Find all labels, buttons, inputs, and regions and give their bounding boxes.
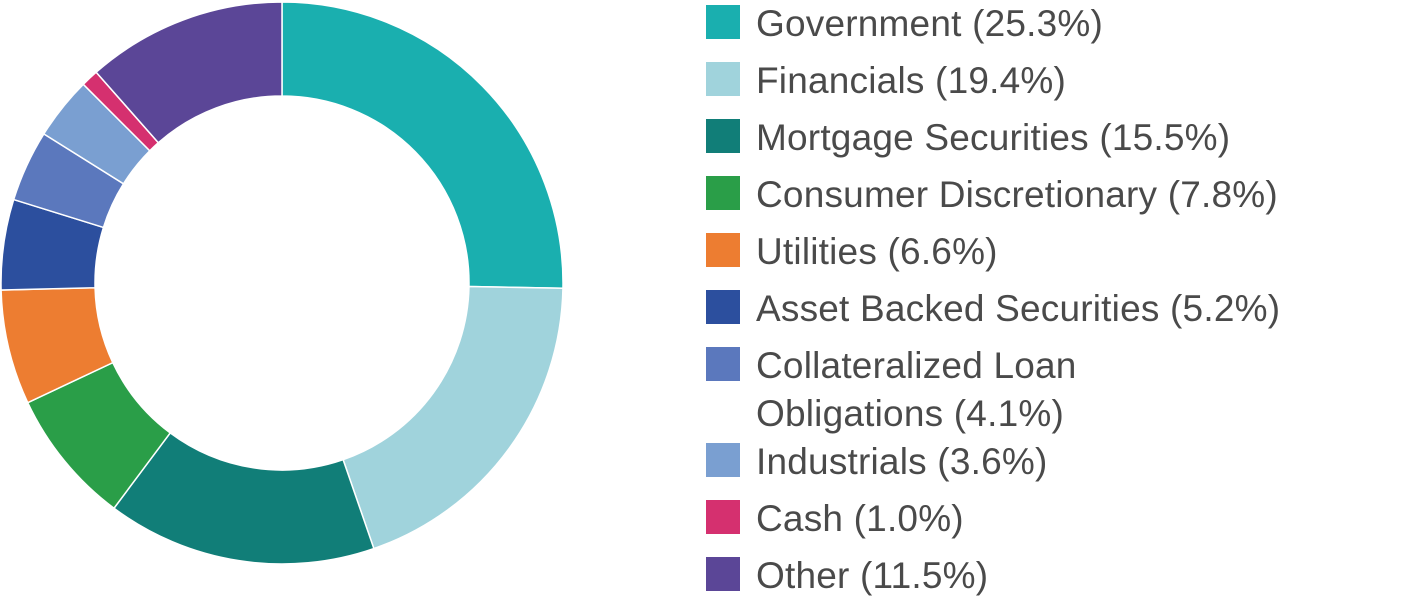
legend-label-financials: Financials (19.4%) — [756, 60, 1067, 101]
legend-label-industrials: Industrials (3.6%) — [756, 441, 1048, 482]
legend-label-mortgage-securities: Mortgage Securities (15.5%) — [756, 117, 1231, 158]
legend-swatch-cash — [706, 500, 740, 534]
legend-label-collateralized-loan-obligations: Collateralized Loan Obligations (4.1%) — [756, 345, 1077, 434]
legend-swatch-collateralized-loan-obligations — [706, 347, 740, 381]
legend-swatch-financials — [706, 62, 740, 96]
legend-label-cash: Cash (1.0%) — [756, 498, 964, 539]
legend-swatch-government — [706, 5, 740, 39]
legend-swatch-asset-backed-securities — [706, 290, 740, 324]
legend-label-other: Other (11.5%) — [756, 555, 989, 596]
legend-swatch-utilities — [706, 233, 740, 267]
legend-swatch-industrials — [706, 443, 740, 477]
slice-other — [95, 1, 283, 144]
legend-label-government: Government (25.3%) — [756, 3, 1104, 44]
legend-swatch-other — [706, 557, 740, 591]
legend-label-asset-backed-securities: Asset Backed Securities (5.2%) — [756, 288, 1281, 329]
legend-label-utilities: Utilities (6.6%) — [756, 231, 998, 272]
legend: Government (25.3%) Financials (19.4%) Mort… — [706, 0, 1406, 610]
legend-swatch-consumer-discretionary — [706, 176, 740, 210]
donut-chart — [0, 1, 564, 565]
slice-financials — [342, 285, 564, 550]
legend-swatch-mortgage-securities — [706, 119, 740, 153]
legend-label-consumer-discretionary: Consumer Discretionary (7.8%) — [756, 174, 1278, 215]
slice-government — [281, 1, 564, 290]
